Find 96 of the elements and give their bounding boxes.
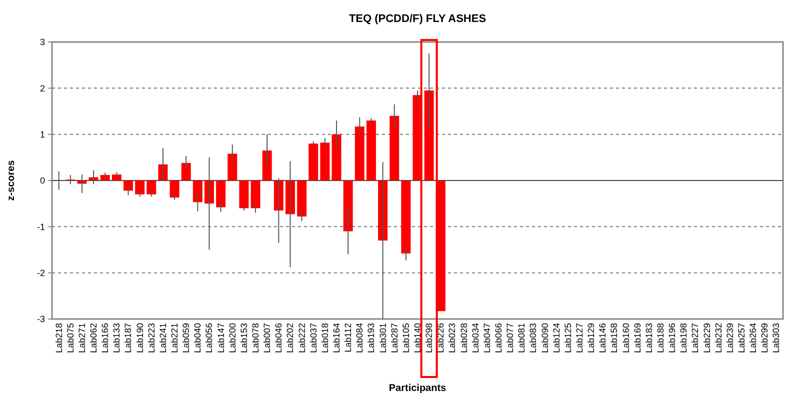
x-tick-label: Lab169 [632,323,642,354]
x-tick-label: Lab287 [389,323,400,354]
bar [192,180,202,202]
x-tick-label: Lab066 [493,323,504,354]
x-tick-label: Lab124 [551,323,562,354]
x-tick-label: Lab083 [528,323,538,354]
x-tick-label: Lab090 [540,323,550,354]
bar [170,180,180,198]
x-tick-label: Lab188 [655,323,666,354]
x-tick-label: Lab125 [562,323,573,354]
x-tick-label: Lab040 [192,323,203,354]
x-tick-label: Lab229 [702,323,712,354]
x-tick-label: Lab196 [667,323,678,354]
y-tick-label: 3 [40,37,45,48]
x-tick-label: Lab018 [320,323,330,354]
bar [181,162,191,180]
x-tick-label: Lab193 [366,323,376,354]
x-tick-label: Lab112 [343,323,354,352]
x-tick-label: Lab062 [88,323,99,354]
y-tick-label: -2 [36,268,45,278]
y-tick-label: 0 [40,176,45,186]
x-tick-label: Lab160 [620,323,631,354]
bar [401,180,411,254]
bar [297,180,307,217]
bar [239,180,249,208]
x-tick-label: Lab299 [760,323,770,354]
x-tick-label: Lab241 [158,323,168,354]
x-tick-label: Lab081 [516,323,527,354]
bar [216,180,226,208]
y-tick-label: -1 [36,222,45,232]
y-axis-title: z-scores [6,160,17,201]
x-tick-label: Lab075 [65,323,76,354]
x-tick-label: Lab158 [609,323,620,354]
x-tick-label: Lab222 [296,323,307,354]
bar [250,180,260,208]
x-tick-label: Lab084 [354,323,365,354]
bar [124,180,133,191]
x-tick-label: Lab190 [134,323,145,354]
x-tick-label: Lab056 [204,323,214,354]
x-tick-label: Lab127 [574,323,584,354]
x-tick-label: Lab218 [54,323,64,354]
x-tick-label: Lab129 [586,323,596,354]
bar [228,154,238,180]
bar [390,116,400,180]
bar [112,174,122,180]
x-tick-label: Lab257 [736,323,746,354]
bar [308,144,318,180]
x-tick-label: Lab183 [644,323,654,354]
x-tick-label: Lab037 [308,323,318,354]
bar [100,174,110,180]
x-tick-label: Lab047 [482,323,492,354]
bar [354,126,364,180]
bar [146,180,156,194]
x-tick-label: Lab298 [424,323,434,354]
x-tick-label: Lab023 [447,323,458,354]
x-tick-label: Lab147 [216,323,226,354]
x-tick-label: Lab046 [274,323,284,354]
x-tick-label: Lab007 [262,323,272,354]
bar [424,90,434,180]
chart-title: TEQ (PCDD/F) FLY ASHES [348,13,486,25]
x-tick-label: Lab153 [238,323,249,354]
x-tick-label: Lab133 [112,323,122,354]
bar [320,142,330,180]
x-tick-label: Lab187 [123,323,134,354]
x-axis-title: Participants [388,383,447,393]
x-tick-label: Lab226 [436,323,446,354]
bar [366,120,376,180]
x-tick-label: Lab140 [412,323,422,354]
x-tick-label: Lab239 [724,323,735,354]
x-tick-label: Lab164 [332,323,342,354]
x-tick-label: Lab271 [76,323,87,354]
bar [332,134,342,180]
x-tick-label: Lab034 [470,323,480,354]
x-tick-label: Lab301 [378,323,388,354]
x-tick-label: Lab105 [400,323,411,354]
y-tick-label: -3 [36,314,45,324]
bar [135,180,145,194]
x-tick-label: Lab059 [181,323,192,354]
x-tick-label: Lab166 [100,323,110,354]
x-tick-label: Lab077 [505,323,516,354]
x-tick-label: Lab200 [227,323,238,354]
x-tick-label: Lab202 [285,323,296,354]
x-tick-label: Lab198 [678,323,689,354]
y-tick-label: 2 [40,83,45,94]
x-tick-label: Lab303 [771,323,782,354]
x-tick-label: Lab232 [713,323,724,354]
x-tick-label: Lab221 [170,323,180,354]
x-tick-label: Lab146 [598,323,608,354]
x-tick-label: Lab223 [146,323,156,354]
x-tick-label: Lab028 [458,323,469,354]
bar [262,150,272,180]
y-tick-label: 1 [40,129,45,140]
x-tick-label: Lab078 [250,323,261,354]
x-tick-label: Lab227 [690,323,700,354]
x-tick-label: Lab264 [748,323,758,354]
bar [343,180,353,232]
